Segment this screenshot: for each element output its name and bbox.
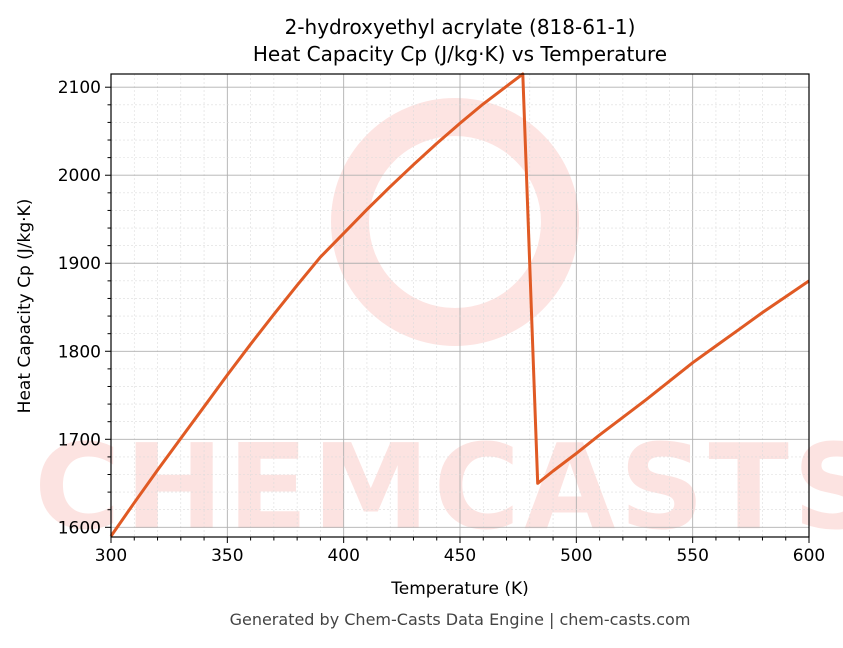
chart-title-line1: 2-hydroxyethyl acrylate (818-61-1) (285, 15, 636, 39)
x-tick-label: 300 (95, 546, 127, 566)
y-tick-label: 2000 (58, 166, 101, 186)
y-tick-label: 1600 (58, 518, 101, 538)
x-tick-label: 450 (444, 546, 476, 566)
y-tick-label: 1700 (58, 430, 101, 450)
series-line-cp (109, 72, 810, 537)
x-tick-label: 600 (793, 546, 825, 566)
x-tick-label: 550 (676, 546, 708, 566)
y-tick-label: 2100 (58, 78, 101, 98)
x-tick-label: 400 (327, 546, 359, 566)
watermark-text: CHEMCASTS (34, 418, 843, 556)
x-tick-label: 350 (211, 546, 243, 566)
y-axis-label: Heat Capacity Cp (J/kg·K) (15, 199, 35, 414)
x-tick-label: 500 (560, 546, 592, 566)
watermark: CHEMCASTS (34, 98, 843, 556)
chart-title-line2: Heat Capacity Cp (J/kg·K) vs Temperature (253, 42, 667, 66)
y-tick-label: 1800 (58, 342, 101, 362)
footer-credit: Generated by Chem-Casts Data Engine | ch… (230, 610, 691, 629)
x-axis-label: Temperature (K) (390, 579, 529, 599)
y-tick-label: 1900 (58, 254, 101, 274)
